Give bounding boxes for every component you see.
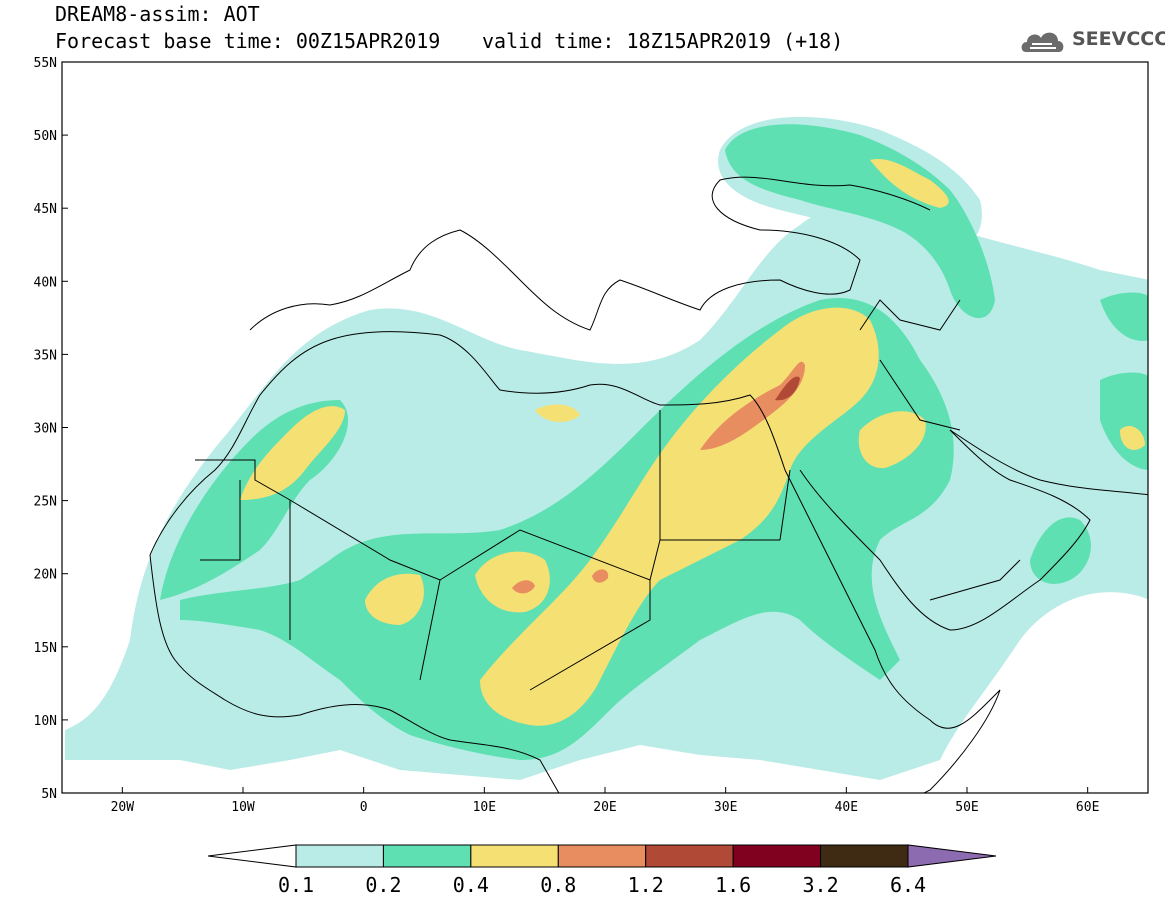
lon-tick-label: 0 <box>360 800 368 815</box>
border-lines-east <box>859 299 1021 601</box>
aot-field-level-2 <box>725 124 995 319</box>
lat-tick-label: 35N <box>34 348 57 363</box>
aot-field-level-4 <box>512 580 535 594</box>
seevccc-logo: SEEVCCC <box>1018 22 1165 58</box>
border-lines <box>195 410 791 691</box>
aot-field-level-3 <box>480 307 879 726</box>
lat-tick-label: 40N <box>34 275 57 290</box>
coastline-europe <box>249 176 931 331</box>
colorbar-box <box>820 844 909 868</box>
lon-tick-label: 50E <box>955 800 978 815</box>
colorbar-label: 3.2 <box>803 873 839 897</box>
coastline-arabia <box>799 429 1091 631</box>
colorbar-label: 0.2 <box>365 873 401 897</box>
lat-tick-label: 55N <box>34 56 57 71</box>
lon-tick-label: 10W <box>231 800 255 815</box>
aot-field-level-3 <box>535 404 580 422</box>
lon-tick-label: 30E <box>714 800 737 815</box>
colorbar-label: 1.6 <box>715 873 751 897</box>
aot-field-level-5 <box>775 376 800 401</box>
lon-tick-label: 20E <box>593 800 616 815</box>
colorbar-label: 6.4 <box>890 873 926 897</box>
lat-tick-label: 20N <box>34 568 57 583</box>
lat-tick-label: 30N <box>34 422 57 437</box>
colorbar-box <box>470 844 559 868</box>
colorbar-box <box>645 844 734 868</box>
lat-axis: 5N 10N 15N 20N 25N 30N 35N 40N 45N 50N 55N <box>34 56 68 802</box>
lat-tick-label: 10N <box>34 714 57 729</box>
lon-tick-label: 20W <box>111 800 135 815</box>
lat-tick-label: 45N <box>34 202 57 217</box>
valid-time: valid time: 18Z15APR2019 (+18) <box>482 29 844 53</box>
colorbar-box <box>557 844 647 868</box>
aot-field-level-2 <box>1030 517 1091 584</box>
lon-tick-label: 60E <box>1076 800 1099 815</box>
lon-axis: 20W 10W 0 10E 20E 30E 40E 50E 60E <box>111 787 1099 815</box>
lat-tick-label: 50N <box>34 129 57 144</box>
coastlines <box>149 176 1148 793</box>
aot-field-level-3 <box>365 573 424 625</box>
colorbar-box <box>295 844 384 868</box>
logo-text: SEEVCCC <box>1072 28 1165 50</box>
colorbar-boxes <box>207 844 997 868</box>
forecast-base-time: Forecast base time: 00Z15APR2019 <box>55 29 441 53</box>
lon-tick-label: 40E <box>835 800 858 815</box>
colorbar-box <box>382 844 472 868</box>
lat-tick-label: 25N <box>34 495 57 510</box>
colorbar-over-triangle <box>907 844 997 868</box>
aot-field-level-3 <box>475 551 550 613</box>
aot-field-level-4 <box>592 569 609 583</box>
coastline-west-africa <box>149 554 560 793</box>
colorbar-label: 0.1 <box>278 873 314 897</box>
coastline-africa <box>149 331 1001 793</box>
aot-field-level-4 <box>700 361 805 450</box>
aot-field <box>65 116 1148 780</box>
map-title: DREAM8-assim: AOT <box>55 2 260 26</box>
colorbar-label: 1.2 <box>628 873 664 897</box>
aot-field-level-3 <box>240 406 345 500</box>
colorbar-label: 0.4 <box>453 873 489 897</box>
aot-field-level-3 <box>858 411 926 469</box>
colorbar-label: 0.8 <box>540 873 576 897</box>
cloud-icon <box>1021 32 1064 52</box>
aot-field-level-3 <box>870 159 949 208</box>
aot-field-level-3 <box>1120 425 1145 450</box>
aot-field-level-2 <box>1100 292 1148 341</box>
lon-tick-label: 10E <box>473 800 496 815</box>
colorbar-under-triangle <box>207 844 297 868</box>
lat-tick-label: 15N <box>34 641 57 656</box>
coastline-persia <box>949 429 1148 496</box>
lat-tick-label: 5N <box>41 787 57 802</box>
colorbar-labels: 0.1 0.2 0.4 0.8 1.2 1.6 3.2 6.4 <box>278 873 926 897</box>
colorbar-box <box>732 844 822 868</box>
